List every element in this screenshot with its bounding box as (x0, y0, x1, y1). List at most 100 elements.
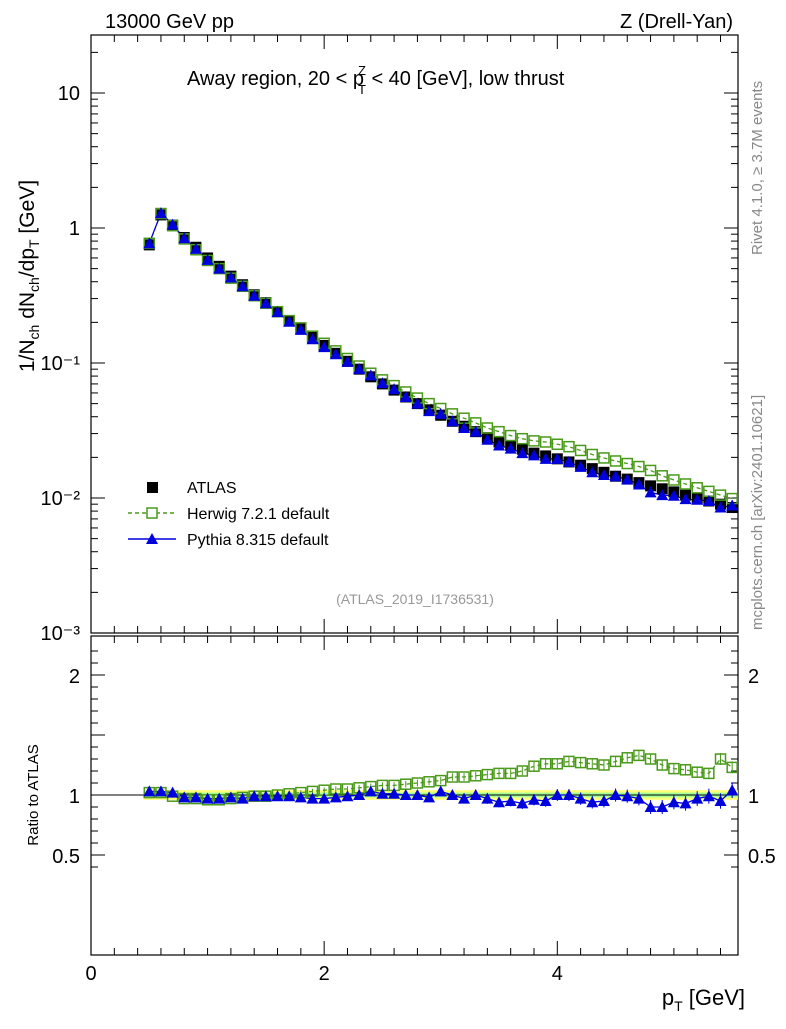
herwig-point (656, 470, 668, 482)
ratio-pythia-point (481, 792, 494, 804)
ratio-pythia-point (679, 797, 692, 809)
analysis-watermark: (ATLAS_2019_I1736531) (336, 591, 494, 607)
ratio-pythia-point (574, 792, 587, 804)
pythia-line (148, 211, 733, 509)
pythia-point (399, 390, 412, 402)
ratio-pythia-point (236, 792, 249, 804)
ratio-pythia-point (271, 790, 284, 802)
pythia-point (621, 473, 634, 485)
title-post: < 40 [GeV], low thrust (366, 68, 565, 90)
pythia-point (224, 271, 237, 283)
herwig-point (691, 482, 703, 494)
pythia-point (434, 407, 447, 419)
herwig-point (481, 422, 494, 434)
x-axis-label: pT [GeV] (662, 985, 745, 1014)
legend-pythia-marker (146, 533, 158, 544)
ratio-herwig-point (446, 771, 459, 783)
ratio-pythia-point (539, 795, 552, 806)
ratio-pythia-point (644, 801, 657, 812)
pythia-point (388, 383, 401, 395)
herwig-point (516, 432, 529, 445)
herwig-point (574, 444, 587, 457)
pythia-point (283, 315, 296, 327)
ratio-y-tick-label: 1 (69, 786, 80, 808)
ratio-pythia-point (458, 792, 471, 804)
ratio-pythia-point (318, 792, 331, 804)
ratio-herwig-point (423, 776, 435, 788)
ratio-pythia-point (656, 801, 669, 812)
ratio-y-tick-label-right: 0.5 (748, 846, 776, 868)
pythia-point (504, 442, 517, 454)
ratio-herwig-point (679, 764, 692, 776)
ratio-pythia-point (423, 791, 436, 803)
ratio-pythia-point (364, 785, 377, 797)
legend-herwig-marker (146, 507, 158, 519)
ratio-pythia-point (259, 790, 272, 802)
pythia-point (527, 449, 540, 461)
ratio-pythia-point (434, 785, 447, 797)
pythia-point (586, 466, 599, 478)
ratio-pythia-point (411, 789, 424, 800)
pythia-point (213, 262, 226, 274)
ratio-pythia-point (283, 790, 296, 802)
ratio-pythia-point (376, 787, 389, 799)
herwig-point (598, 452, 610, 464)
ratio-pythia-point (248, 790, 261, 802)
pythia-point (166, 218, 179, 230)
pythia-point (702, 495, 715, 507)
herwig-point (504, 429, 517, 442)
pythia-point (632, 478, 645, 490)
pythia-point (726, 499, 739, 511)
pythia-point (609, 470, 622, 482)
pythia-point (364, 369, 377, 381)
title-pre: Away region, 20 < p (187, 68, 364, 90)
ratio-pythia-point (353, 789, 366, 800)
ratio-herwig-point (528, 760, 540, 772)
pythia-point (411, 397, 424, 409)
pythia-point (201, 253, 214, 265)
ratio-y-tick-label: 0.5 (52, 846, 80, 868)
legend-atlas-marker (147, 482, 158, 493)
ratio-pythia-point (329, 791, 342, 803)
ratio-pythia-point (446, 789, 459, 800)
pythia-point (562, 455, 575, 467)
herwig-point (621, 457, 634, 470)
ratio-herwig-point (598, 759, 610, 771)
ratio-pythia-point (294, 791, 307, 803)
main-plot-frame (90, 34, 739, 634)
ratio-pythia-point (516, 797, 529, 809)
title-sub: T (358, 82, 366, 97)
ratio-pythia-point (341, 790, 354, 802)
ratio-pythia-point (714, 795, 727, 806)
ratio-pythia-point (178, 791, 191, 803)
ratio-pythia-point (504, 795, 517, 806)
ratio-herwig-point (668, 762, 680, 775)
herwig-point (551, 438, 564, 451)
ratio-herwig-point (539, 758, 552, 770)
ratio-pythia-point (527, 793, 540, 805)
ratio-herwig-point (656, 759, 668, 771)
ratio-y-tick-label-right: 2 (748, 666, 759, 688)
pythia-point (446, 415, 459, 427)
ratio-herwig-point (504, 767, 517, 780)
x-tick-label: 2 (319, 963, 330, 985)
ratio-pythia-point (201, 792, 214, 804)
herwig-point (714, 489, 727, 501)
ratio-herwig-point (563, 755, 575, 768)
pythia-point (469, 425, 482, 437)
pythia-point (248, 289, 261, 301)
ratio-herwig-point (551, 758, 564, 770)
pythia-point (551, 452, 564, 464)
herwig-point (586, 448, 599, 461)
ratio-y-tick-label: 2 (69, 666, 80, 688)
pythia-point (178, 232, 191, 244)
x-tick-label: 4 (552, 963, 563, 985)
ratio-pythia-point (621, 790, 634, 802)
ratio-herwig-point (574, 756, 587, 769)
ratio-y-tick-label-right: 1 (748, 786, 759, 808)
header-right: Z (Drell-Yan) (620, 11, 733, 33)
header-left: 13000 GeV pp (105, 11, 234, 33)
ratio-pythia-point (166, 786, 179, 798)
